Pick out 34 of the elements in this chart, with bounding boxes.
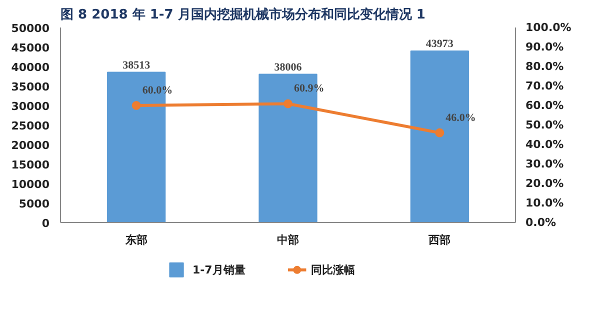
y2-tick-label: 60.0% — [526, 99, 564, 112]
x-tick-label: 西部 — [428, 234, 451, 246]
y-tick-label: 40000 — [11, 61, 50, 74]
y-tick-label: 10000 — [11, 178, 50, 191]
y2-tick-label: 40.0% — [526, 138, 564, 151]
data-label: 43973 — [426, 38, 454, 50]
point — [132, 101, 141, 110]
legend-label: 1-7月销量 — [192, 263, 246, 276]
y2-tick-label: 100.0% — [526, 21, 572, 34]
y-tick-label: 50000 — [11, 22, 50, 35]
y-tick-label: 30000 — [11, 100, 50, 113]
y2-tick-label: 80.0% — [526, 60, 564, 73]
y-tick-label: 20000 — [11, 139, 50, 152]
y-tick-label: 45000 — [11, 42, 50, 54]
y2-tick-label: 0.0% — [526, 216, 556, 229]
y-tick-label: 35000 — [11, 80, 50, 94]
data-label: 38006 — [274, 61, 302, 74]
y2-tick-label: 90.0% — [526, 40, 564, 54]
y-tick-label: 5000 — [18, 198, 50, 210]
y-tick-label: 15000 — [11, 158, 50, 172]
x-tick-label: 东部 — [124, 234, 148, 246]
chart-title: 图 8 2018 年 1-7 月国内挖掘机械市场分布和同比变化情况 1 — [60, 6, 426, 22]
y2-tick-label: 10.0% — [526, 196, 564, 210]
y2-tick-label: 20.0% — [526, 177, 564, 190]
legend-label: 同比涨幅 — [310, 263, 355, 276]
y-tick-label: 0 — [42, 217, 50, 230]
y2-tick-label: 30.0% — [526, 158, 564, 170]
point — [435, 128, 444, 138]
y2-tick-label: 70.0% — [526, 80, 564, 92]
x-tick-label: 中部 — [277, 234, 299, 246]
y-tick-label: 25000 — [11, 120, 50, 132]
point — [284, 99, 292, 108]
data-label: 38513 — [122, 59, 151, 72]
y2-tick-label: 50.0% — [526, 118, 564, 132]
